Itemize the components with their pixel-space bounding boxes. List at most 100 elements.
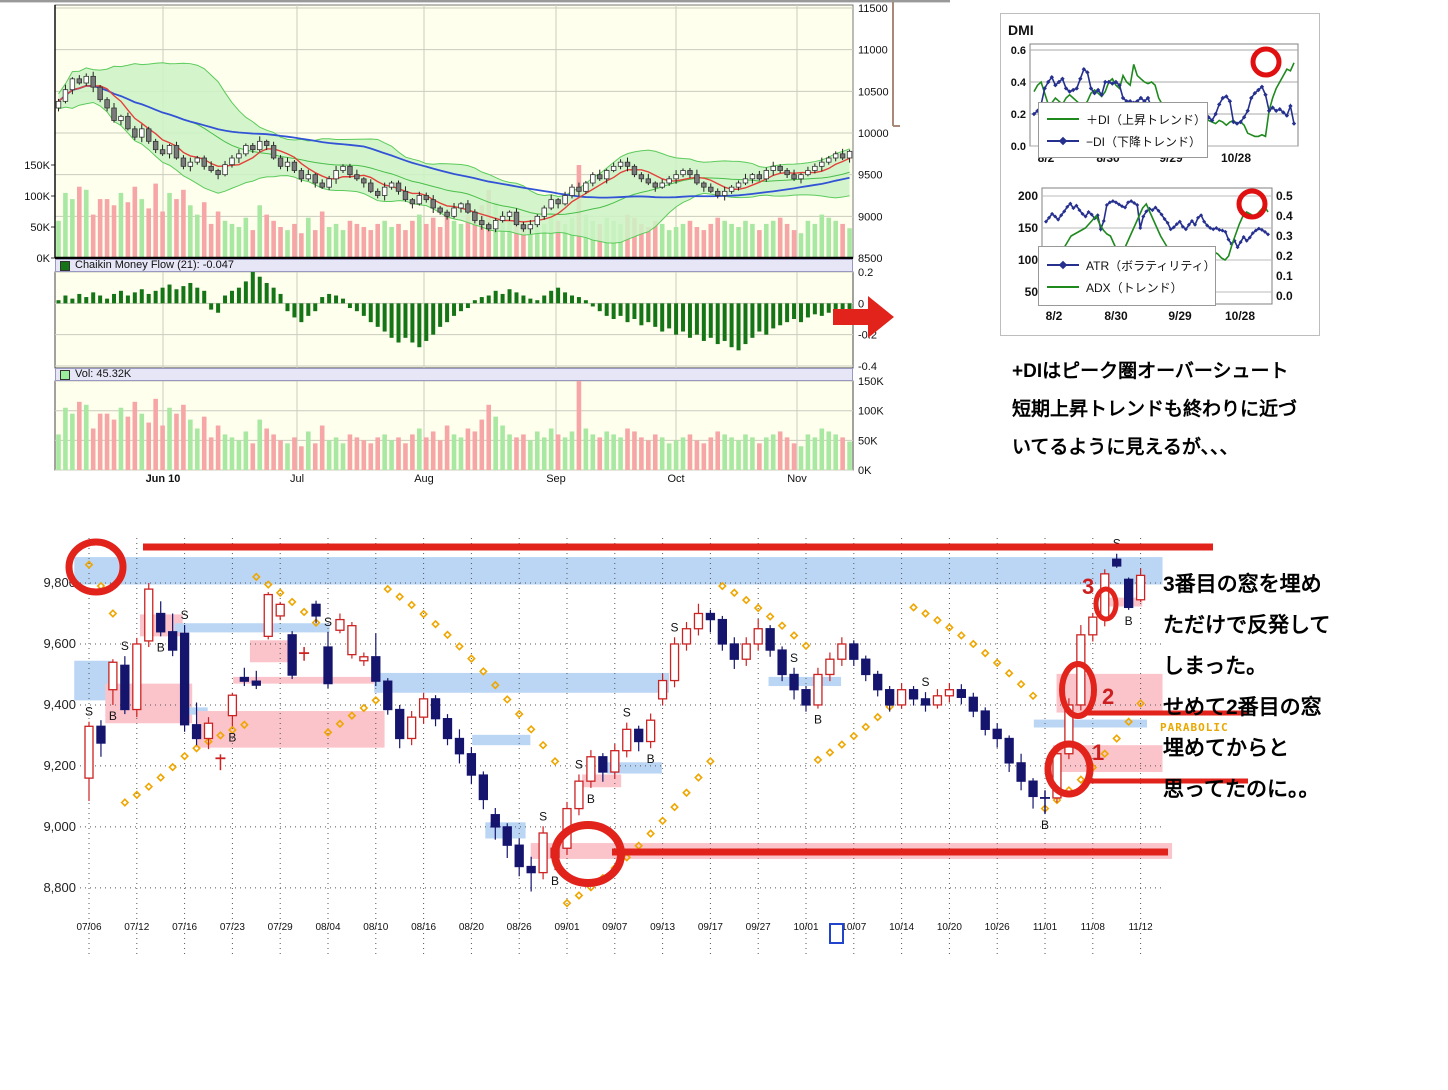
svg-text:Jul: Jul	[290, 473, 304, 485]
svg-text:08/16: 08/16	[411, 922, 436, 933]
svg-text:9,000: 9,000	[43, 819, 76, 834]
svg-text:200: 200	[1018, 189, 1038, 203]
svg-text:S: S	[575, 757, 583, 771]
svg-text:11000: 11000	[858, 45, 888, 57]
svg-text:08/20: 08/20	[459, 922, 484, 933]
svg-text:0.4: 0.4	[1276, 209, 1293, 223]
legend-item-plus-di: ＋DI（上昇トレンド）	[1047, 111, 1206, 128]
legend-item-minus-di: −DI（下降トレンド）	[1047, 133, 1202, 150]
svg-text:0.2: 0.2	[1276, 249, 1293, 263]
svg-text:S: S	[921, 675, 929, 689]
svg-text:0.6: 0.6	[1011, 45, 1026, 57]
adx-line-icon	[1047, 286, 1079, 288]
svg-text:08/26: 08/26	[507, 922, 532, 933]
bottom-note-line: しまった。	[1163, 655, 1268, 678]
svg-text:Oct: Oct	[667, 473, 684, 485]
svg-text:50K: 50K	[858, 435, 878, 447]
minus-di-line-icon	[1047, 136, 1079, 146]
svg-text:100K: 100K	[24, 191, 50, 203]
svg-text:0.5: 0.5	[1276, 189, 1293, 203]
svg-text:S: S	[671, 620, 679, 634]
svg-text:09/01: 09/01	[554, 922, 579, 933]
svg-text:9,800: 9,800	[43, 575, 76, 590]
svg-text:09/13: 09/13	[650, 922, 675, 933]
atr-adx-legend: ATR（ボラティリティ） ADX（トレンド）	[1038, 246, 1216, 306]
bottom-note-line: 思ってたのに。。	[1163, 778, 1320, 801]
bottom-note-line: 埋めてからと	[1163, 737, 1289, 760]
svg-text:9500: 9500	[858, 170, 882, 182]
bottom-note-line: せめて2番目の窓	[1163, 696, 1322, 719]
svg-text:150K: 150K	[24, 160, 50, 172]
window-number-3: 3	[1082, 574, 1095, 599]
svg-text:B: B	[587, 792, 595, 806]
svg-text:Jun 10: Jun 10	[146, 473, 181, 485]
svg-text:S: S	[121, 639, 129, 653]
svg-text:9/29: 9/29	[1168, 309, 1192, 323]
svg-text:10/28: 10/28	[1225, 309, 1255, 323]
svg-text:10/20: 10/20	[937, 922, 962, 933]
svg-text:10500: 10500	[858, 86, 889, 98]
svg-text:0.3: 0.3	[1276, 229, 1293, 243]
windows-candlestick-chart-svg: 07/06 07/12 07/16 07/23 07/29 08/04 08/10 08/16…	[43, 537, 1248, 956]
svg-text:-0.4: -0.4	[858, 361, 877, 373]
svg-text:0.4: 0.4	[1011, 77, 1027, 89]
svg-text:Nov: Nov	[787, 473, 807, 485]
plus-di-line-icon	[1047, 118, 1079, 120]
svg-text:10/01: 10/01	[793, 922, 818, 933]
svg-text:0.2: 0.2	[858, 267, 873, 279]
svg-text:B: B	[1041, 818, 1049, 832]
svg-text:07/23: 07/23	[220, 922, 245, 933]
svg-text:08/04: 08/04	[315, 922, 340, 933]
bottom-note-line: 3番目の窓を埋め	[1163, 573, 1322, 596]
svg-text:150K: 150K	[858, 376, 884, 388]
svg-text:0.0: 0.0	[1011, 141, 1026, 153]
svg-text:100K: 100K	[858, 406, 884, 418]
atr-label: ATR（ボラティリティ）	[1086, 258, 1216, 273]
svg-text:9,400: 9,400	[43, 697, 76, 712]
svg-text:11/12: 11/12	[1128, 922, 1153, 933]
svg-text:B: B	[551, 874, 559, 888]
svg-text:07/16: 07/16	[172, 922, 197, 933]
svg-text:50K: 50K	[30, 222, 50, 234]
dmi-note-line: いてるように見えるが、、、	[1012, 437, 1239, 458]
svg-text:10/07: 10/07	[841, 922, 866, 933]
dmi-note-line: 短期上昇トレンドも終わりに近づ	[1012, 399, 1298, 420]
bottom-note: 3番目の窓を埋め ただけで反発して しまった。 せめて2番目の窓 埋めてからと …	[1163, 572, 1433, 818]
svg-text:50: 50	[1025, 285, 1039, 299]
atr-line-icon	[1047, 260, 1079, 270]
svg-text:07/12: 07/12	[124, 922, 149, 933]
svg-text:10/14: 10/14	[889, 922, 914, 933]
svg-text:0.2: 0.2	[1011, 109, 1026, 121]
minus-di-label: −DI（下降トレンド）	[1086, 134, 1202, 149]
volume-header-label: Vol: 45.32K	[75, 368, 132, 380]
svg-text:S: S	[324, 615, 332, 629]
svg-text:10/26: 10/26	[985, 922, 1010, 933]
cmf-panel-header: Chaikin Money Flow (21): -0.047	[55, 259, 853, 272]
svg-text:07/06: 07/06	[76, 922, 101, 933]
svg-text:8/30: 8/30	[1104, 309, 1128, 323]
svg-text:0.1: 0.1	[1276, 269, 1293, 283]
window-number-2: 2	[1102, 684, 1115, 709]
legend-item-adx: ADX（トレンド）	[1047, 279, 1207, 296]
svg-text:9000: 9000	[858, 211, 882, 223]
svg-text:S: S	[790, 651, 798, 665]
dmi-legend: ＋DI（上昇トレンド） −DI（下降トレンド）	[1038, 102, 1208, 158]
svg-text:07/29: 07/29	[268, 922, 293, 933]
svg-text:B: B	[1125, 614, 1133, 628]
volume-legend-icon	[60, 369, 70, 380]
svg-text:09/27: 09/27	[746, 922, 771, 933]
svg-text:B: B	[814, 713, 822, 727]
dmi-note-line: +DIはピーク圏オーバーシュート	[1012, 361, 1289, 382]
svg-text:8/2: 8/2	[1046, 309, 1063, 323]
cmf-legend-icon	[60, 260, 70, 271]
svg-text:Aug: Aug	[414, 473, 434, 485]
svg-text:0K: 0K	[858, 465, 872, 477]
price-volume-chart-svg: Jun 10 Jul Aug Sep Oct Nov 11500 11000 10500 1000…	[0, 0, 950, 485]
volume-panel-header: Vol: 45.32K	[55, 368, 853, 381]
svg-text:11500: 11500	[858, 3, 888, 15]
adx-label: ADX（トレンド）	[1086, 280, 1183, 295]
svg-text:S: S	[623, 706, 631, 720]
svg-text:150: 150	[1018, 221, 1038, 235]
svg-text:0K: 0K	[37, 253, 51, 265]
